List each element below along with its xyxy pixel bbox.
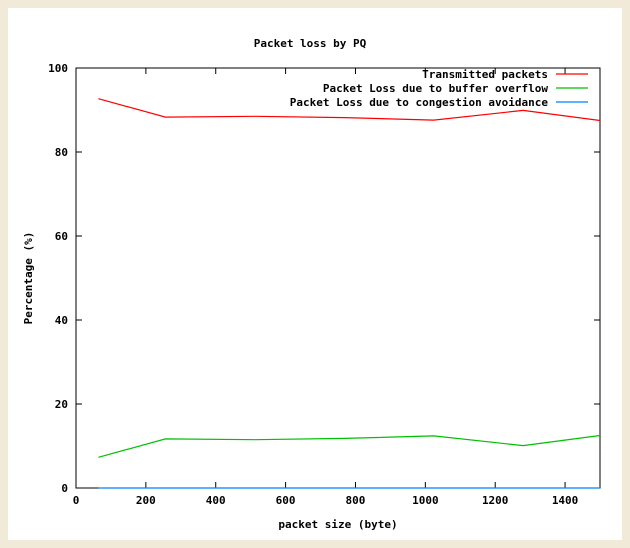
x-tick-label: 600 bbox=[276, 494, 296, 507]
y-tick-label: 60 bbox=[55, 230, 68, 243]
chart-frame: Packet loss by PQ 0 200 400 600 800 1000 1200 1… bbox=[8, 8, 622, 540]
y-tick-label: 80 bbox=[55, 146, 68, 159]
legend-label: Packet Loss due to congestion avoidance bbox=[290, 96, 549, 109]
legend-label: Packet Loss due to buffer overflow bbox=[323, 82, 549, 95]
y-axis-label: Percentage (%) bbox=[22, 232, 35, 325]
axis-ticks: 0 200 400 600 800 1000 1200 1400 0 20 40 60 80 100 bbox=[48, 62, 600, 507]
chart-title: Packet loss by PQ bbox=[254, 37, 367, 50]
plot-area-border bbox=[75, 67, 601, 489]
x-tick-label: 1200 bbox=[482, 494, 509, 507]
x-axis-label: packet size (byte) bbox=[278, 518, 397, 531]
y-tick-label: 20 bbox=[55, 398, 68, 411]
y-tick-label: 0 bbox=[61, 482, 68, 495]
x-tick-label: 1000 bbox=[412, 494, 439, 507]
series-line-2 bbox=[98, 434, 601, 458]
line-chart: Packet loss by PQ 0 200 400 600 800 1000 1200 1… bbox=[22, 37, 601, 531]
x-tick-label: 0 bbox=[73, 494, 80, 507]
legend-label: Transmitted packets bbox=[422, 68, 548, 81]
x-tick-label: 800 bbox=[346, 494, 366, 507]
x-tick-label: 400 bbox=[206, 494, 226, 507]
series-lines bbox=[98, 98, 601, 489]
y-tick-label: 40 bbox=[55, 314, 68, 327]
series-line-1 bbox=[98, 98, 601, 122]
x-tick-label: 200 bbox=[136, 494, 156, 507]
x-tick-label: 1400 bbox=[552, 494, 579, 507]
y-tick-label: 100 bbox=[48, 62, 68, 75]
